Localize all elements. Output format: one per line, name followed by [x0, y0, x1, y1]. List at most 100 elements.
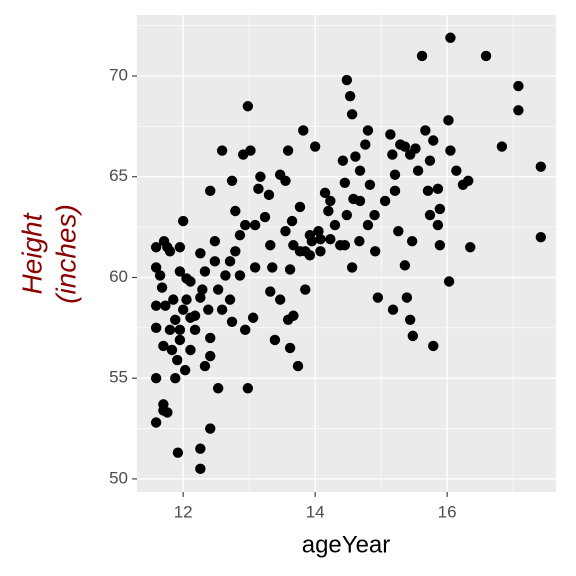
point	[445, 145, 456, 156]
point	[294, 246, 306, 257]
point	[362, 125, 374, 136]
point	[259, 211, 271, 223]
point	[216, 145, 228, 156]
point	[255, 171, 266, 182]
point	[286, 215, 298, 227]
point	[174, 324, 186, 336]
point	[395, 139, 406, 150]
point	[354, 236, 365, 247]
point	[263, 189, 275, 201]
point	[339, 177, 351, 188]
point	[205, 423, 216, 434]
y-tick-label: 70	[109, 66, 128, 85]
point	[284, 264, 296, 275]
point	[267, 262, 278, 273]
point	[234, 229, 246, 241]
point	[407, 330, 419, 342]
point	[315, 233, 326, 245]
point	[205, 185, 216, 197]
point	[339, 240, 351, 251]
y-tick-label: 60	[109, 267, 128, 286]
point	[199, 266, 211, 277]
point	[174, 334, 186, 346]
point	[346, 262, 358, 273]
point	[160, 300, 171, 311]
point	[168, 294, 179, 305]
point	[164, 324, 176, 336]
point	[432, 183, 444, 195]
point	[288, 310, 299, 321]
point	[496, 141, 508, 152]
point	[337, 155, 349, 166]
point	[150, 372, 162, 384]
y-tick-label: 50	[109, 468, 128, 487]
point	[416, 50, 428, 62]
point	[247, 312, 259, 323]
point	[385, 129, 396, 140]
point	[185, 276, 196, 287]
point	[428, 135, 439, 146]
point	[282, 145, 294, 156]
point	[209, 256, 221, 267]
point	[428, 340, 439, 352]
point	[443, 115, 454, 126]
x-tick-label: 12	[174, 502, 193, 521]
point	[288, 240, 299, 251]
point	[156, 282, 168, 293]
point	[174, 266, 186, 277]
point	[181, 294, 192, 305]
point	[313, 225, 324, 237]
point	[150, 322, 162, 334]
point	[150, 242, 162, 253]
point	[280, 175, 291, 186]
point	[292, 360, 304, 372]
point	[535, 231, 547, 243]
point	[360, 139, 371, 150]
point	[280, 225, 291, 237]
x-tick-label: 14	[306, 502, 325, 521]
point	[220, 270, 231, 281]
point	[309, 141, 321, 152]
point	[300, 284, 311, 295]
point	[350, 151, 361, 162]
point	[306, 236, 318, 247]
point	[535, 161, 547, 172]
point	[154, 270, 166, 281]
point	[406, 236, 418, 247]
point	[170, 314, 181, 325]
point	[434, 203, 446, 215]
point	[195, 292, 206, 303]
point	[170, 372, 181, 384]
point	[249, 219, 261, 231]
point	[451, 165, 462, 176]
point	[150, 262, 162, 273]
point	[513, 105, 524, 116]
point	[185, 344, 196, 356]
point	[269, 334, 281, 346]
point	[209, 236, 221, 247]
point	[434, 240, 446, 251]
point	[325, 233, 336, 245]
point	[298, 125, 309, 136]
point	[369, 209, 380, 221]
point	[323, 205, 334, 217]
point	[420, 125, 431, 136]
point	[226, 175, 238, 186]
point	[205, 332, 216, 344]
point	[364, 179, 376, 191]
point	[265, 240, 276, 251]
point	[189, 310, 201, 321]
point	[315, 246, 326, 257]
point	[226, 316, 238, 327]
point	[401, 292, 413, 303]
point	[224, 294, 236, 305]
point	[480, 50, 492, 62]
point	[249, 262, 261, 273]
point	[410, 143, 421, 154]
point	[341, 209, 353, 221]
point	[242, 101, 254, 112]
point	[177, 304, 189, 315]
point	[179, 364, 191, 376]
point	[354, 195, 366, 207]
point	[245, 145, 256, 156]
